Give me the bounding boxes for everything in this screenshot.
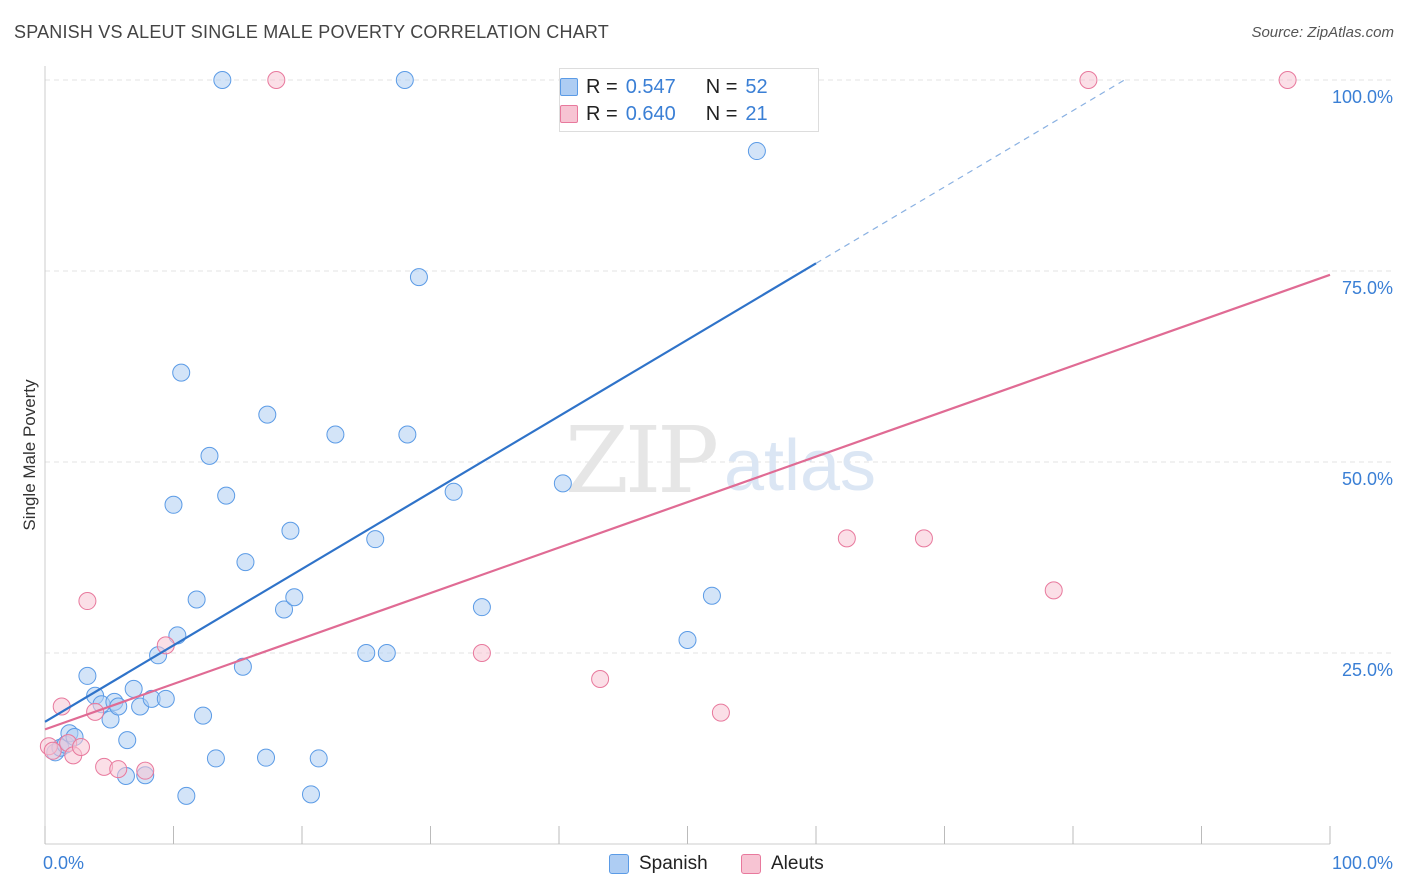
spanish-point — [78, 666, 97, 685]
spanish-point — [309, 749, 328, 768]
spanish-point — [275, 600, 294, 619]
aleuts-point — [1044, 581, 1063, 600]
spanish-point — [678, 631, 697, 650]
spanish-point — [326, 425, 345, 444]
watermark: ZIP atlas — [565, 407, 876, 514]
spanish-point — [702, 586, 721, 605]
aleuts-point — [711, 703, 730, 722]
aleuts-trend-line — [44, 273, 1331, 731]
spanish-point — [553, 474, 572, 493]
spanish-point — [398, 425, 417, 444]
aleuts-point — [267, 71, 286, 89]
watermark-zip: ZIP — [565, 407, 716, 514]
spanish-point — [357, 644, 376, 662]
spanish-trend-line — [44, 262, 817, 723]
legend-item-aleuts: Aleuts — [741, 853, 824, 875]
spanish-point — [395, 71, 414, 89]
aleuts-point — [1278, 71, 1297, 89]
r-value: 0.547 — [625, 75, 676, 98]
trend-lines — [44, 79, 1331, 731]
x-tick-label-min: 0.0% — [43, 853, 84, 873]
legend-row-aleuts: R = 0.640 N = 21 — [560, 102, 768, 126]
watermark-atlas: atlas — [724, 426, 876, 506]
spanish-trend-extension — [815, 79, 1125, 264]
axes — [44, 66, 1331, 845]
aleuts-points — [39, 71, 1297, 780]
spanish-point — [258, 405, 277, 424]
spanish-point — [213, 71, 232, 89]
correlation-legend: R = 0.547 N = 52 R = 0.640 N = 21 — [559, 68, 819, 132]
aleuts-legend-label: Aleuts — [771, 853, 824, 874]
chart-title: SPANISH VS ALEUT SINGLE MALE POVERTY COR… — [14, 22, 609, 42]
spanish-point — [747, 142, 766, 161]
aleuts-point — [591, 669, 610, 688]
aleuts-legend-swatch — [741, 854, 761, 874]
legend-row-spanish: R = 0.547 N = 52 — [560, 75, 768, 99]
spanish-point — [172, 363, 191, 382]
aleuts-swatch — [560, 105, 578, 123]
n-value: 21 — [745, 102, 768, 125]
spanish-point — [472, 598, 491, 617]
spanish-point — [236, 553, 255, 572]
series-legend: Spanish Aleuts — [0, 853, 1406, 877]
spanish-legend-swatch — [609, 854, 629, 874]
spanish-swatch — [560, 78, 578, 96]
y-tick-label: 50.0% — [1342, 469, 1393, 489]
spanish-legend-label: Spanish — [639, 853, 708, 874]
spanish-point — [281, 521, 300, 540]
y-tick-label: 100.0% — [1332, 87, 1393, 107]
r-value: 0.640 — [625, 102, 676, 125]
aleuts-point — [109, 760, 128, 779]
spanish-point — [156, 689, 175, 708]
y-tick-label: 25.0% — [1342, 660, 1393, 680]
spanish-point — [217, 486, 236, 505]
aleuts-point — [472, 644, 491, 662]
spanish-point — [177, 786, 196, 805]
aleuts-point — [837, 529, 856, 548]
spanish-point — [200, 446, 219, 465]
aleuts-point — [78, 592, 97, 611]
spanish-point — [257, 748, 276, 767]
spanish-point — [409, 268, 428, 287]
r-label: R = — [586, 102, 618, 125]
y-tick-label: 75.0% — [1342, 278, 1393, 298]
spanish-point — [301, 785, 320, 804]
aleuts-point — [43, 741, 62, 760]
spanish-point — [285, 588, 304, 607]
legend-item-spanish: Spanish — [609, 853, 708, 875]
spanish-point — [164, 495, 183, 514]
spanish-point — [118, 731, 137, 750]
aleuts-point — [1079, 71, 1098, 89]
spanish-point — [366, 530, 385, 549]
r-label: R = — [586, 75, 618, 98]
aleuts-point — [71, 737, 90, 756]
spanish-point — [187, 590, 206, 609]
x-tick-label-max: 100.0% — [1332, 853, 1393, 873]
aleuts-point — [914, 529, 933, 548]
n-value: 52 — [745, 75, 768, 98]
source-credit: Source: ZipAtlas.com — [1251, 24, 1394, 41]
spanish-point — [206, 749, 225, 768]
tick-labels: 25.0% 50.0% 75.0% 100.0% 0.0% 100.0% — [43, 87, 1393, 873]
n-label: N = — [705, 102, 738, 125]
spanish-point — [444, 482, 463, 501]
aleuts-point — [136, 761, 155, 780]
spanish-point — [194, 706, 213, 725]
spanish-point — [377, 644, 396, 662]
n-label: N = — [705, 75, 738, 98]
